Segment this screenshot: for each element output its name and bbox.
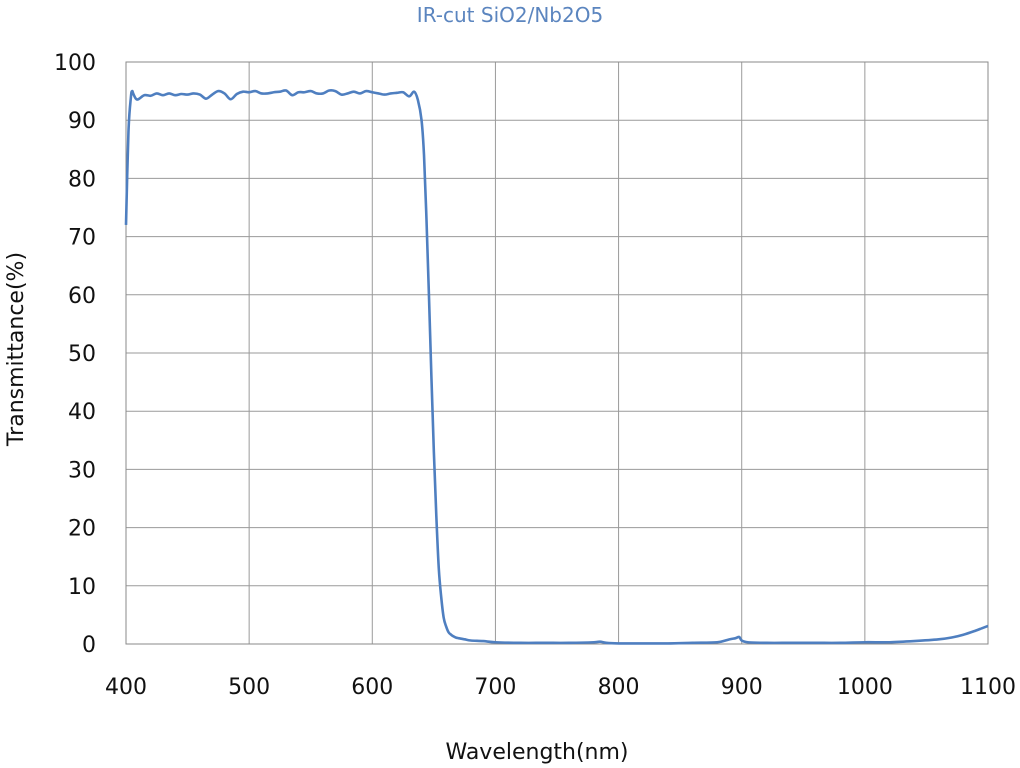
y-tick-label: 70 [68, 226, 96, 251]
x-tick-label: 600 [351, 675, 393, 700]
x-tick-label: 1000 [837, 675, 893, 700]
y-tick-label: 80 [68, 167, 96, 192]
x-tick-label: 800 [598, 675, 640, 700]
transmittance-line [124, 89, 989, 645]
grid-lines [125, 61, 989, 645]
y-axis-label: Transmittance(%) [4, 252, 29, 447]
y-tick-label: 40 [68, 400, 96, 425]
x-tick-labels: 400 500 600 700 800 900 1000 1100 [105, 675, 1016, 700]
x-tick-label: 900 [721, 675, 763, 700]
series-layer [124, 89, 989, 645]
x-tick-label: 700 [474, 675, 516, 700]
y-tick-label: 0 [82, 633, 96, 658]
x-axis-label: Wavelength(nm) [445, 740, 628, 765]
y-tick-label: 10 [68, 575, 96, 600]
x-tick-label: 1100 [960, 675, 1016, 700]
chart-title: IR-cut SiO2/Nb2O5 [417, 3, 603, 27]
y-tick-label: 20 [68, 517, 96, 542]
y-tick-label: 30 [68, 458, 96, 483]
y-tick-label: 90 [68, 109, 96, 134]
y-tick-label: 50 [68, 342, 96, 367]
x-tick-label: 500 [228, 675, 270, 700]
x-tick-label: 400 [105, 675, 147, 700]
y-tick-label: 60 [68, 284, 96, 309]
y-tick-labels: 0 10 20 30 40 50 60 70 80 90 100 [54, 51, 96, 658]
y-tick-label: 100 [54, 51, 96, 76]
